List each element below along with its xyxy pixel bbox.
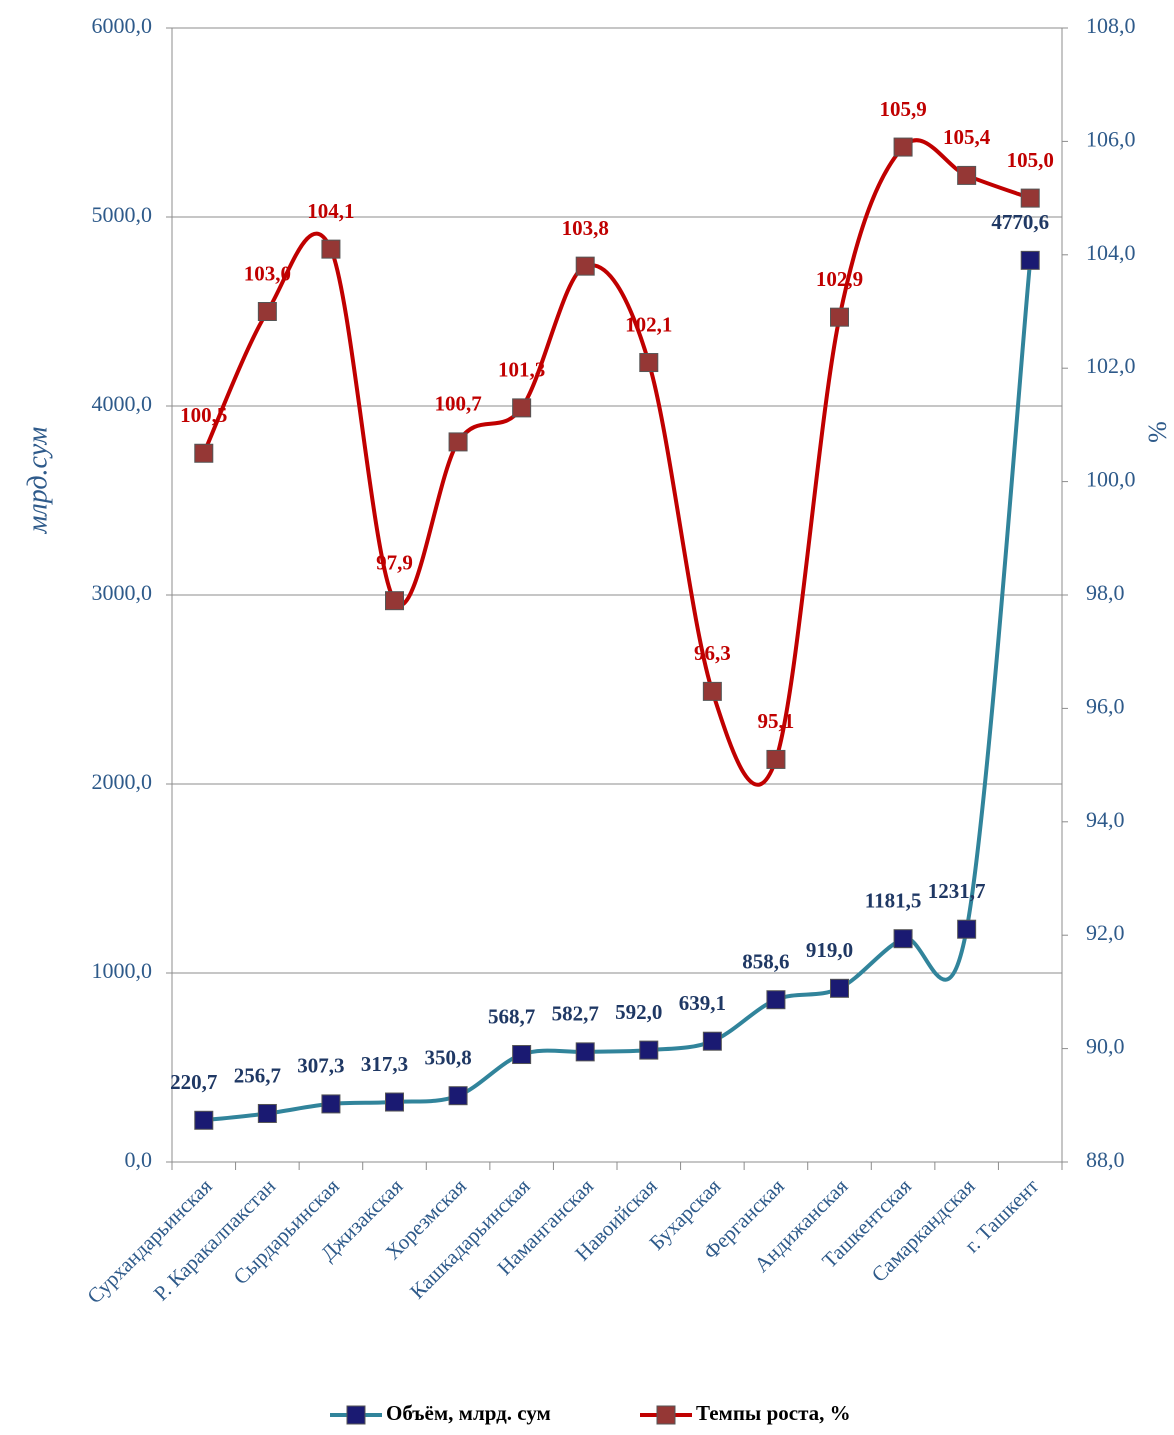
legend-label: Объём, млрд. сум <box>386 1401 551 1425</box>
data-label: 96,3 <box>694 641 731 665</box>
y2-tick-label: 92,0 <box>1086 920 1125 945</box>
marker <box>766 990 786 1010</box>
y-axis-label: млрд.сум <box>22 427 53 535</box>
y2-tick-label: 102,0 <box>1086 353 1136 378</box>
marker <box>893 929 913 949</box>
y-tick-label: 1000,0 <box>92 958 153 983</box>
y-tick-label: 5000,0 <box>92 202 153 227</box>
marker <box>448 1086 468 1106</box>
marker <box>512 398 532 418</box>
marker <box>830 978 849 998</box>
y2-tick-label: 90,0 <box>1086 1034 1125 1059</box>
y2-tick-label: 104,0 <box>1086 240 1136 265</box>
data-label: 350,8 <box>424 1046 471 1070</box>
data-label: 1231,7 <box>928 879 986 903</box>
marker <box>957 919 977 939</box>
marker <box>957 165 977 185</box>
legend-marker <box>656 1405 676 1425</box>
data-label: 102,1 <box>625 312 672 336</box>
y-tick-label: 3000,0 <box>92 580 153 605</box>
marker <box>1020 250 1040 270</box>
marker <box>257 302 277 321</box>
marker <box>830 307 849 327</box>
data-label: 105,4 <box>943 125 991 149</box>
data-label: 97,9 <box>376 550 413 574</box>
data-label: 919,0 <box>806 938 853 962</box>
y-tick-label: 2000,0 <box>92 769 153 794</box>
marker <box>448 432 468 452</box>
marker <box>194 443 214 463</box>
legend-marker <box>346 1405 366 1425</box>
marker <box>257 1103 277 1123</box>
data-label: 858,6 <box>742 950 789 974</box>
y-tick-label: 0,0 <box>125 1147 153 1172</box>
data-label: 105,9 <box>879 97 926 121</box>
data-label: 95,1 <box>758 709 795 733</box>
data-label: 4770,6 <box>991 210 1049 234</box>
y-tick-label: 4000,0 <box>92 391 153 416</box>
marker <box>512 1045 532 1065</box>
y2-axis-label: % <box>1143 421 1172 443</box>
marker <box>575 256 595 276</box>
data-label: 102,9 <box>816 267 863 291</box>
y2-tick-label: 96,0 <box>1086 693 1125 718</box>
data-label: 100,5 <box>180 403 227 427</box>
data-label: 639,1 <box>679 991 726 1015</box>
data-label: 1181,5 <box>865 889 922 913</box>
data-label: 220,7 <box>170 1070 217 1094</box>
data-label: 582,7 <box>552 1002 599 1026</box>
marker <box>893 137 913 157</box>
data-label: 592,0 <box>615 1000 662 1024</box>
marker <box>639 353 659 373</box>
y2-tick-label: 88,0 <box>1086 1147 1125 1172</box>
marker <box>766 749 786 769</box>
y-tick-label: 6000,0 <box>92 13 153 38</box>
data-label: 568,7 <box>488 1004 535 1028</box>
data-label: 103,8 <box>562 216 609 240</box>
marker <box>702 1031 722 1051</box>
data-label: 256,7 <box>234 1063 281 1087</box>
series-line <box>203 260 1033 1123</box>
y2-tick-label: 108,0 <box>1086 13 1136 38</box>
y2-tick-label: 94,0 <box>1086 807 1125 832</box>
marker <box>321 1094 341 1114</box>
legend-label: Темпы роста, % <box>696 1401 851 1425</box>
y2-tick-label: 106,0 <box>1086 126 1136 151</box>
marker <box>194 1110 214 1130</box>
marker <box>702 681 722 701</box>
data-label: 307,3 <box>297 1054 344 1078</box>
y2-tick-label: 100,0 <box>1086 467 1136 492</box>
series-line <box>201 138 1031 787</box>
y2-tick-label: 98,0 <box>1086 580 1125 605</box>
marker <box>575 1042 595 1062</box>
data-label: 105,0 <box>1007 148 1054 172</box>
data-label: 101,3 <box>498 358 545 382</box>
data-label: 100,7 <box>434 392 481 416</box>
data-label: 103,0 <box>244 261 291 285</box>
data-label: 317,3 <box>361 1052 408 1076</box>
marker <box>385 1092 404 1112</box>
marker <box>321 239 341 259</box>
marker <box>385 591 404 611</box>
data-label: 104,1 <box>307 199 354 223</box>
marker <box>1020 188 1040 208</box>
marker <box>639 1040 659 1060</box>
